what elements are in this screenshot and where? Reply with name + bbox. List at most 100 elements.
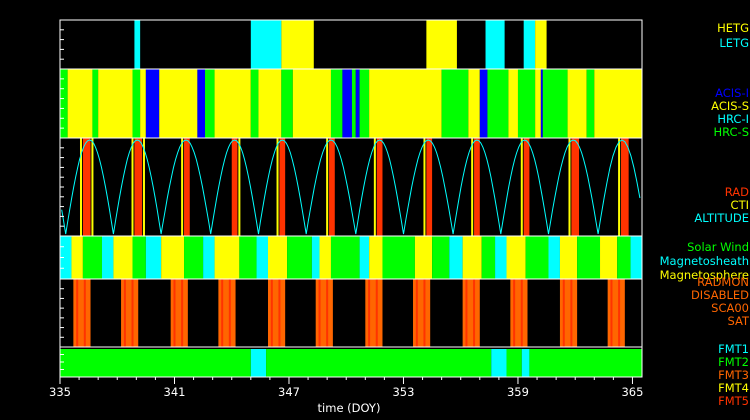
panel-format xyxy=(59,346,643,378)
band-radiation-5 xyxy=(329,138,335,236)
band-radiation-1 xyxy=(134,138,143,236)
band-instrument-2 xyxy=(92,69,99,138)
legend-fmt2: FMT2 xyxy=(718,355,749,369)
band-grating-6 xyxy=(535,20,547,69)
band-instrument-9 xyxy=(205,69,215,138)
cti-marker-10 xyxy=(471,138,474,236)
band-region-22 xyxy=(432,236,450,279)
legend-acis-i: ACIS-I xyxy=(715,86,749,100)
band-radiation-10 xyxy=(571,138,580,236)
band-format-5 xyxy=(521,349,530,377)
band-region-26 xyxy=(495,236,507,279)
band-instrument-31 xyxy=(586,69,595,138)
cti-marker-12 xyxy=(568,138,571,236)
band-radiation-0 xyxy=(82,138,91,236)
x-tick-label-1: 341 xyxy=(164,385,186,399)
legend-fmt1: FMT1 xyxy=(718,342,749,356)
legend-rad: RAD xyxy=(725,185,749,199)
band-region-32 xyxy=(600,236,618,279)
band-radmon-1 xyxy=(121,279,139,347)
band-format-2 xyxy=(266,349,492,377)
legend-radmon: RADMON xyxy=(697,275,749,289)
x-tick-label-0: 335 xyxy=(49,385,71,399)
band-radmon-0 xyxy=(73,279,91,347)
band-radmon-7 xyxy=(413,279,431,347)
band-region-31 xyxy=(577,236,601,279)
panels-group xyxy=(59,19,643,378)
legend-hrc-s: HRC-S xyxy=(713,125,749,139)
band-region-29 xyxy=(548,236,560,279)
cti-marker-8 xyxy=(373,138,376,236)
radmon-marker-1 xyxy=(83,279,86,347)
band-region-33 xyxy=(617,236,631,279)
band-radmon-9 xyxy=(510,279,528,347)
x-tick-label-4: 359 xyxy=(507,385,529,399)
band-instrument-25 xyxy=(508,69,518,138)
band-grating-4 xyxy=(485,20,505,69)
band-instrument-21 xyxy=(441,69,469,138)
legend-sat: SAT xyxy=(727,314,749,328)
band-region-6 xyxy=(145,236,162,279)
band-region-30 xyxy=(559,236,578,279)
legend-hrc-i: HRC-I xyxy=(717,112,749,126)
radmon-marker-9 xyxy=(278,279,281,347)
band-instrument-5 xyxy=(140,69,146,138)
band-radiation-4 xyxy=(279,138,286,236)
band-instrument-11 xyxy=(250,69,259,138)
band-region-19 xyxy=(369,236,383,279)
band-region-24 xyxy=(462,236,482,279)
radmon-marker-16 xyxy=(465,279,468,347)
band-region-28 xyxy=(525,236,549,279)
legend-disabled: DISABLED xyxy=(691,288,749,302)
band-grating-2 xyxy=(281,20,314,69)
band-region-7 xyxy=(161,236,185,279)
radmon-marker-18 xyxy=(513,279,516,347)
band-radiation-6 xyxy=(376,138,383,236)
legend-fmt3: FMT3 xyxy=(718,368,749,382)
band-instrument-8 xyxy=(197,69,206,138)
band-radiation-11 xyxy=(621,138,629,236)
radmon-marker-12 xyxy=(368,279,371,347)
radmon-marker-21 xyxy=(570,279,573,347)
cti-marker-4 xyxy=(181,138,184,236)
radmon-marker-15 xyxy=(423,279,426,347)
band-instrument-7 xyxy=(159,69,198,138)
band-instrument-22 xyxy=(468,69,480,138)
band-region-21 xyxy=(414,236,433,279)
band-region-23 xyxy=(449,236,463,279)
band-region-5 xyxy=(132,236,146,279)
radmon-marker-19 xyxy=(520,279,523,347)
radmon-marker-11 xyxy=(326,279,329,347)
band-instrument-1 xyxy=(67,69,93,138)
band-instrument-32 xyxy=(594,69,642,138)
band-instrument-30 xyxy=(567,69,587,138)
band-radmon-10 xyxy=(559,279,578,347)
band-instrument-27 xyxy=(535,69,541,138)
band-radmon-3 xyxy=(218,279,236,347)
band-radiation-9 xyxy=(523,138,530,236)
band-grating-0 xyxy=(134,20,141,69)
band-instrument-14 xyxy=(292,69,331,138)
radmon-marker-22 xyxy=(610,279,613,347)
band-instrument-29 xyxy=(542,69,568,138)
panel-instrument xyxy=(59,68,643,139)
band-region-2 xyxy=(82,236,102,279)
panel-radiation xyxy=(59,137,643,237)
band-region-25 xyxy=(481,236,496,279)
band-instrument-3 xyxy=(98,69,133,138)
band-region-11 xyxy=(239,236,257,279)
band-instrument-24 xyxy=(487,69,509,138)
band-region-9 xyxy=(203,236,215,279)
band-grating-1 xyxy=(250,20,282,69)
band-instrument-0 xyxy=(60,69,68,138)
panel-radmon xyxy=(59,278,643,348)
band-region-15 xyxy=(311,236,320,279)
band-instrument-18 xyxy=(355,69,360,138)
legend-altitude: ALTITUDE xyxy=(694,211,749,225)
band-instrument-23 xyxy=(479,69,488,138)
legend-magnetosphere: Magnetosphere xyxy=(660,268,749,282)
band-radmon-2 xyxy=(170,279,188,347)
radmon-marker-14 xyxy=(415,279,418,347)
band-radmon-6 xyxy=(365,279,383,347)
